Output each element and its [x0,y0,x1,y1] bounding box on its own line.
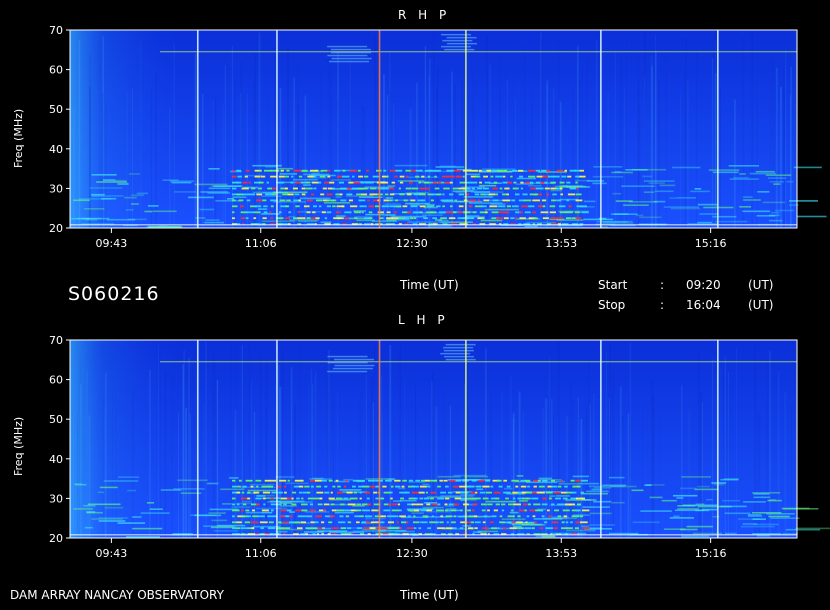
lhp-xlabel: Time (UT) [400,588,459,602]
rhp-frame [69,29,798,229]
lhp-panel: 20 30 40 50 60 70 09:43 11:06 12:30 13:53 15:16 [49,334,830,560]
start-label: Start [598,278,628,292]
lhp-ytick-label: 60 [49,374,63,387]
rhp-ytick-label: 60 [49,64,63,77]
lhp-ytick-label: 70 [49,334,63,347]
rhp-emission-striations [232,169,589,225]
rhp-ytick-label: 20 [49,222,63,235]
rhp-xlabel: Time (UT) [400,278,459,292]
rhp-ytick-label: 40 [49,143,63,156]
stop-value: 16:04 [686,298,721,312]
rhp-xtick-label: 09:43 [96,237,128,250]
lhp-xtick-label: 13:53 [545,547,577,560]
stop-unit: (UT) [748,298,774,312]
rhp-xtick-label: 15:16 [695,237,727,250]
rhp-vertical-artifacts [196,30,719,228]
lhp-high-freq-emission [327,343,476,373]
lhp-ytick-label: 20 [49,532,63,545]
rhp-xtick-label: 12:30 [396,237,428,250]
rhp-texture [73,30,797,229]
start-colon: : [660,278,665,292]
lhp-xtick-label: 11:06 [245,547,277,560]
lhp-ytick-label: 40 [49,453,63,466]
lhp-emission-striations [232,479,590,535]
lhp-ytick-label: 50 [49,413,63,426]
lhp-texture [77,340,798,538]
observatory-label: DAM ARRAY NANCAY OBSERVATORY [10,588,224,602]
lhp-frame [69,339,798,539]
rhp-title: R H P [398,8,451,22]
rhp-panel: 20 30 40 50 60 70 09:43 11:06 12:30 13:53 15:16 [49,24,827,250]
rhp-high-freq-emission [327,33,477,63]
lhp-ytick-label: 30 [49,492,63,505]
rhp-xtick-label: 11:06 [245,237,277,250]
lhp-xtick-label: 09:43 [96,547,128,560]
rhp-xtick-label: 13:53 [545,237,577,250]
rhp-ytick-label: 70 [49,24,63,37]
stop-label: Stop [598,298,626,312]
stop-colon: : [660,298,665,312]
start-unit: (UT) [748,278,774,292]
lhp-title: L H P [398,313,449,327]
observation-code: S060216 [68,283,160,305]
rhp-ytick-label: 30 [49,182,63,195]
rhp-ytick-label: 50 [49,103,63,116]
lhp-vertical-artifacts [196,340,719,538]
lhp-xtick-label: 12:30 [396,547,428,560]
start-value: 09:20 [686,278,721,292]
rhp-left-glow [70,30,180,228]
lhp-xtick-label: 15:16 [695,547,727,560]
